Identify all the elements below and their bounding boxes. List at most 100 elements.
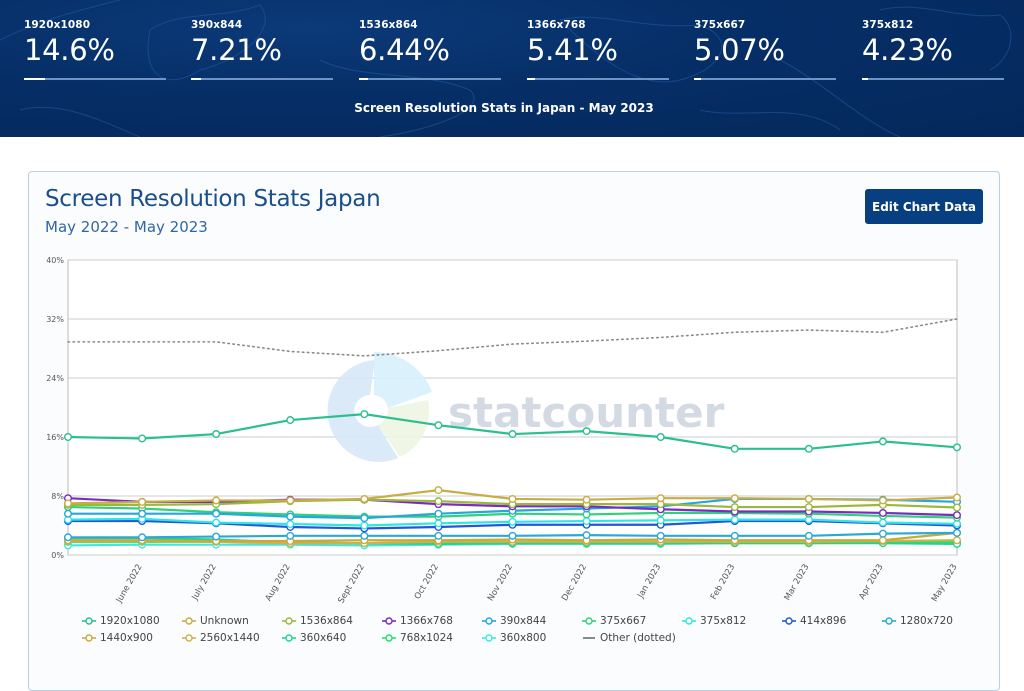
- legend-item[interactable]: 360x800: [482, 632, 546, 644]
- legend-label: 390x844: [500, 615, 547, 627]
- stat-390x844: 390x844 7.21%: [191, 19, 333, 80]
- data-point-390x844: [434, 509, 443, 518]
- data-point-Unknown: [434, 486, 443, 495]
- data-point-2560x1440: [953, 536, 962, 545]
- data-point-1920x1080: [286, 416, 295, 425]
- data-point-1280x720: [730, 531, 739, 540]
- data-point-Unknown: [508, 494, 517, 503]
- data-point-Unknown: [138, 497, 147, 506]
- stat-value: 14.6%: [24, 33, 115, 67]
- legend-label: 1920x1080: [100, 615, 160, 627]
- data-point-1536x864: [730, 503, 739, 512]
- data-point-375x812: [434, 519, 443, 528]
- y-tick-label: 40%: [46, 256, 64, 265]
- stat-label: 1920x1080: [24, 19, 91, 31]
- legend-item[interactable]: 1920x1080: [82, 615, 160, 627]
- stat-progress-bar: [694, 78, 836, 80]
- data-point-Unknown: [582, 495, 591, 504]
- legend-marker-icon: [782, 617, 796, 625]
- data-point-1920x1080: [656, 433, 665, 442]
- legend-label: 768x1024: [400, 632, 453, 644]
- data-point-390x844: [360, 514, 369, 523]
- stat-progress-fill: [694, 78, 702, 80]
- legend-item[interactable]: 390x844: [482, 615, 546, 627]
- data-point-390x844: [212, 509, 221, 518]
- stat-progress-bar: [24, 78, 166, 80]
- stats-banner: 1920x1080 14.6% 390x844 7.21% 1536x864 6.44% 1…: [0, 0, 1024, 137]
- legend-label: 1280x720: [900, 615, 953, 627]
- data-point-1280x720: [656, 531, 665, 540]
- data-point-1280x720: [434, 531, 443, 540]
- x-tick-label: May 2023: [930, 563, 960, 604]
- legend-label: Other (dotted): [600, 632, 676, 644]
- data-point-375x812: [582, 517, 591, 526]
- legend-label: 375x667: [600, 615, 647, 627]
- data-point-1920x1080: [582, 427, 591, 436]
- world-map-background: [0, 0, 1012, 137]
- data-point-Unknown: [656, 494, 665, 503]
- legend-item[interactable]: 375x812: [682, 615, 746, 627]
- x-tick-label: Sept 2022: [336, 563, 367, 606]
- data-point-390x844: [138, 509, 147, 518]
- legend-item[interactable]: Unknown: [182, 615, 249, 627]
- data-point-1366x768: [953, 511, 962, 520]
- data-point-1536x864: [953, 503, 962, 512]
- x-tick-label: Mar 2023: [783, 563, 812, 603]
- stat-1536x864: 1536x864 6.44%: [359, 19, 501, 80]
- legend-item[interactable]: 2560x1440: [182, 632, 260, 644]
- data-point-Unknown: [953, 493, 962, 502]
- data-point-1920x1080: [360, 410, 369, 419]
- data-point-1280x720: [508, 531, 517, 540]
- stat-value: 4.23%: [862, 33, 953, 67]
- data-point-375x812: [730, 515, 739, 524]
- legend-item[interactable]: 414x896: [782, 615, 846, 627]
- data-point-1280x720: [582, 531, 591, 540]
- legend-item[interactable]: 1440x900: [82, 632, 153, 644]
- data-point-375x812: [360, 521, 369, 530]
- legend-item[interactable]: Other (dotted): [582, 632, 676, 644]
- legend-label: 414x896: [800, 615, 847, 627]
- legend-item[interactable]: 768x1024: [382, 632, 453, 644]
- data-point-375x812: [656, 516, 665, 525]
- legend-marker-icon: [282, 634, 296, 642]
- data-point-1536x864: [434, 497, 443, 506]
- y-tick-label: 24%: [46, 374, 64, 383]
- stat-label: 375x667: [694, 19, 746, 31]
- stat-value: 6.44%: [359, 33, 450, 67]
- legend-item[interactable]: 1366x768: [382, 615, 453, 627]
- edit-chart-data-button[interactable]: Edit Chart Data: [865, 189, 983, 224]
- y-tick-label: 32%: [46, 315, 64, 324]
- legend-marker-icon: [282, 617, 296, 625]
- data-point-1280x720: [360, 531, 369, 540]
- legend-marker-icon: [382, 634, 396, 642]
- data-point-1920x1080: [63, 433, 72, 442]
- legend-marker-icon: [482, 634, 496, 642]
- legend-item[interactable]: 375x667: [582, 615, 646, 627]
- stat-progress-fill: [24, 78, 45, 80]
- data-point-Unknown: [730, 494, 739, 503]
- stat-value: 5.41%: [527, 33, 618, 67]
- y-tick-label: 16%: [46, 433, 64, 442]
- data-point-1920x1080: [508, 430, 517, 439]
- data-point-1920x1080: [138, 434, 147, 443]
- stat-progress-fill: [527, 78, 535, 80]
- legend-label: 375x812: [700, 615, 747, 627]
- legend-item[interactable]: 1536x864: [282, 615, 353, 627]
- stat-375x667: 375x667 5.07%: [694, 19, 836, 80]
- legend-label: 360x800: [500, 632, 547, 644]
- legend-marker-icon: [882, 617, 896, 625]
- data-point-Unknown: [286, 496, 295, 505]
- data-point-Unknown: [878, 496, 887, 505]
- data-point-390x844: [63, 509, 72, 518]
- legend-item[interactable]: 360x640: [282, 632, 346, 644]
- data-point-Unknown: [212, 496, 221, 505]
- y-tick-label: 8%: [51, 492, 64, 501]
- stat-value: 5.07%: [694, 33, 785, 67]
- data-point-1280x720: [804, 531, 813, 540]
- stat-progress-fill: [862, 78, 868, 80]
- stat-label: 390x844: [191, 19, 243, 31]
- x-tick-label: Feb 2023: [709, 563, 737, 602]
- series-line-other: [67, 318, 958, 357]
- legend-item[interactable]: 1280x720: [882, 615, 953, 627]
- x-tick-label: Apr 2023: [857, 563, 885, 602]
